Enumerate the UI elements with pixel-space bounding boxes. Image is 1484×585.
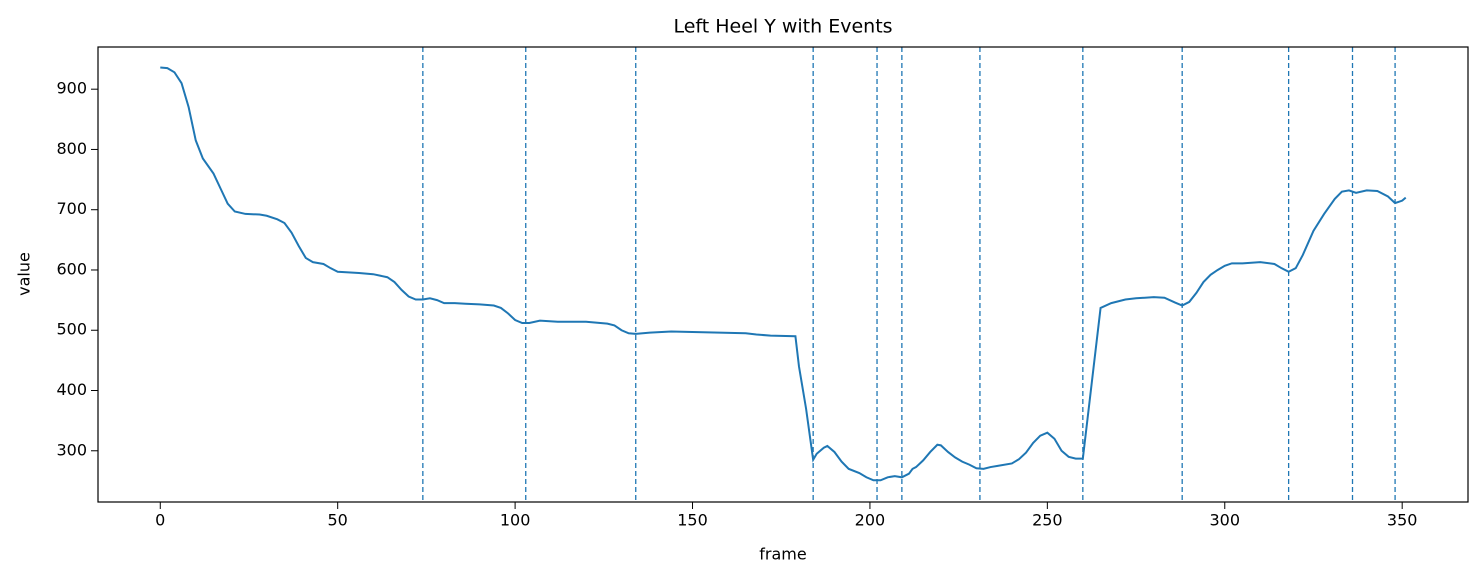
x-tick-label: 150 [677,511,708,530]
data-line [160,66,1407,482]
x-tick-label: 250 [1032,511,1063,530]
y-tick-label: 500 [56,320,87,339]
y-tick-label: 400 [56,380,87,399]
chart-title: Left Heel Y with Events [673,16,892,38]
x-tick-label: 100 [500,511,531,530]
x-tick-label: 350 [1387,511,1418,530]
x-tick-label: 50 [328,511,348,530]
y-tick-label: 700 [56,199,87,218]
x-tick-label: 0 [155,511,165,530]
y-tick-label: 600 [56,259,87,278]
x-axis-label: frame [759,545,806,564]
y-tick-label: 300 [56,440,87,459]
y-tick-label: 900 [56,79,87,98]
y-tick-label: 800 [56,139,87,158]
plot-frame [97,46,1469,503]
y-axis-label: value [15,252,34,296]
x-tick-label: 300 [1209,511,1240,530]
x-tick-label: 200 [855,511,886,530]
